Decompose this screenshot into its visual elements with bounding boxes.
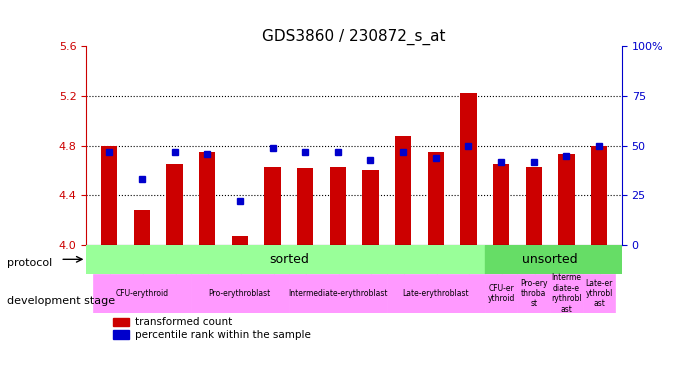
Bar [86,245,485,273]
Bar [460,93,477,245]
Bar [526,167,542,245]
Bar [113,330,129,339]
Bar [550,273,583,313]
Text: sorted: sorted [269,253,309,266]
Bar [265,167,281,245]
Text: transformed count: transformed count [135,317,231,327]
Bar [101,146,117,245]
Text: Late-erythroblast: Late-erythroblast [402,289,469,298]
Bar [362,170,379,245]
Bar [583,273,616,313]
Bar [134,210,150,245]
Text: Pro-ery
throba
st: Pro-ery throba st [520,278,547,308]
Bar [485,245,622,273]
Bar [289,273,387,313]
Text: Pro-erythroblast: Pro-erythroblast [209,289,271,298]
Text: percentile rank within the sample: percentile rank within the sample [135,329,310,340]
Bar [191,273,289,313]
Text: CFU-erythroid: CFU-erythroid [115,289,169,298]
Title: GDS3860 / 230872_s_at: GDS3860 / 230872_s_at [263,28,446,45]
Text: Late-er
ythrobl
ast: Late-er ythrobl ast [585,278,613,308]
Bar [167,164,182,245]
Bar [591,146,607,245]
Bar [485,273,518,313]
Text: unsorted: unsorted [522,253,578,266]
Bar [330,167,346,245]
Text: Interme
diate-e
rythrobl
ast: Interme diate-e rythrobl ast [551,273,582,313]
Bar [493,164,509,245]
Bar [231,237,248,245]
Bar [395,136,411,245]
Bar [518,273,550,313]
Bar [199,152,216,245]
Bar [113,318,129,326]
Bar [387,273,485,313]
Text: development stage: development stage [7,296,115,306]
Text: Intermediate-erythroblast: Intermediate-erythroblast [288,289,388,298]
Text: CFU-er
ythroid: CFU-er ythroid [487,284,515,303]
Bar [93,273,191,313]
Bar [428,152,444,245]
Bar [558,154,574,245]
Bar [297,168,313,245]
Text: protocol: protocol [7,258,52,268]
